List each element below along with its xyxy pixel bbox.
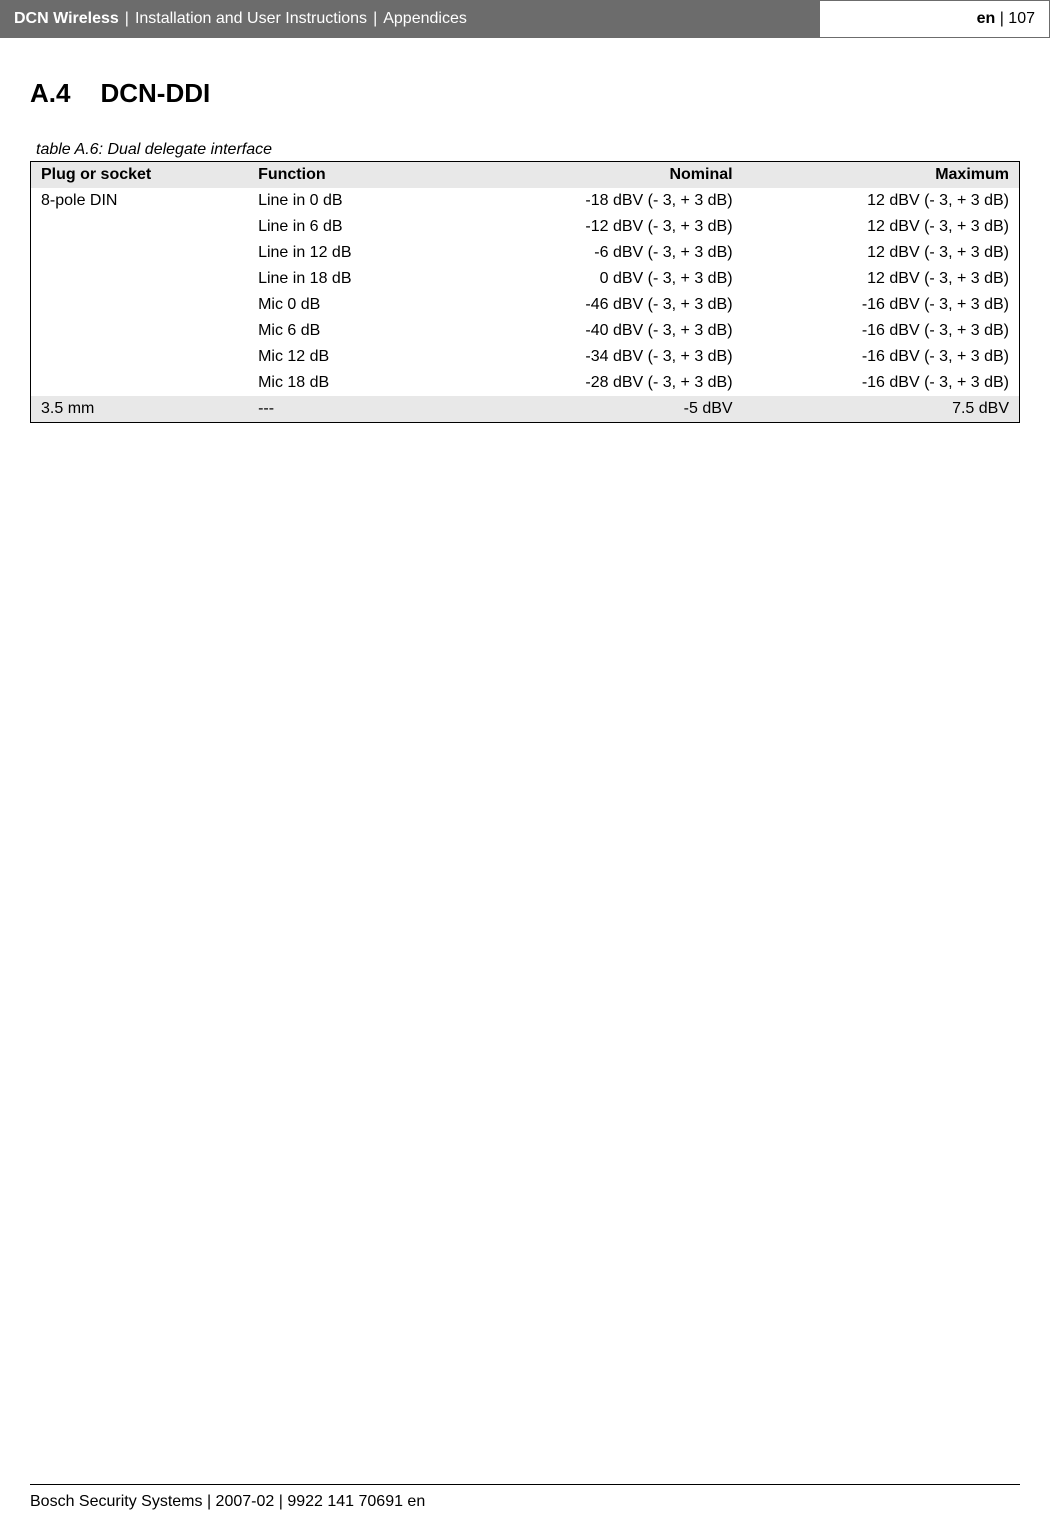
table-cell: -6 dBV (- 3, + 3 dB) [466, 240, 743, 266]
table-cell: --- [248, 396, 466, 423]
table-row: Mic 6 dB-40 dBV (- 3, + 3 dB)-16 dBV (- … [31, 318, 1020, 344]
table-row: Line in 12 dB-6 dBV (- 3, + 3 dB)12 dBV … [31, 240, 1020, 266]
table-cell: -18 dBV (- 3, + 3 dB) [466, 188, 743, 214]
table-cell: 12 dBV (- 3, + 3 dB) [743, 188, 1020, 214]
table-cell: Line in 0 dB [248, 188, 466, 214]
header-page-num: 107 [1008, 10, 1035, 28]
header-doc-title: Installation and User Instructions [135, 10, 367, 28]
table-cell [31, 370, 249, 396]
table-cell: -46 dBV (- 3, + 3 dB) [466, 292, 743, 318]
table-cell [31, 344, 249, 370]
table-cell: 12 dBV (- 3, + 3 dB) [743, 266, 1020, 292]
table-header-cell: Nominal [466, 162, 743, 189]
section-title: DCN-DDI [100, 78, 210, 108]
table-caption: table A.6: Dual delegate interface [36, 141, 1020, 159]
header-sep-2: | [373, 10, 377, 28]
table-cell: -28 dBV (- 3, + 3 dB) [466, 370, 743, 396]
table-header-cell: Function [248, 162, 466, 189]
table-cell: -16 dBV (- 3, + 3 dB) [743, 318, 1020, 344]
table-header-cell: Plug or socket [31, 162, 249, 189]
table-cell: Line in 6 dB [248, 214, 466, 240]
page-content: A.4 DCN-DDI table A.6: Dual delegate inte… [0, 38, 1050, 423]
table-cell [31, 266, 249, 292]
table-row: Line in 6 dB-12 dBV (- 3, + 3 dB)12 dBV … [31, 214, 1020, 240]
table-row: Line in 18 dB0 dBV (- 3, + 3 dB)12 dBV (… [31, 266, 1020, 292]
header-section: Appendices [383, 10, 467, 28]
table-cell: -12 dBV (- 3, + 3 dB) [466, 214, 743, 240]
table-cell: -40 dBV (- 3, + 3 dB) [466, 318, 743, 344]
table-cell: Mic 18 dB [248, 370, 466, 396]
table-cell: 3.5 mm [31, 396, 249, 423]
table-row: 3.5 mm----5 dBV7.5 dBV [31, 396, 1020, 423]
table-row: Mic 18 dB-28 dBV (- 3, + 3 dB)-16 dBV (-… [31, 370, 1020, 396]
table-cell: -34 dBV (- 3, + 3 dB) [466, 344, 743, 370]
table-cell [31, 318, 249, 344]
header-lang: en [977, 10, 996, 28]
header-right: en | 107 [820, 0, 1050, 38]
table-cell [31, 240, 249, 266]
page-header: DCN Wireless | Installation and User Ins… [0, 0, 1050, 38]
table-cell: Mic 6 dB [248, 318, 466, 344]
table-cell: Mic 12 dB [248, 344, 466, 370]
table-cell [31, 214, 249, 240]
table-header-cell: Maximum [743, 162, 1020, 189]
table-row: 8-pole DINLine in 0 dB-18 dBV (- 3, + 3 … [31, 188, 1020, 214]
header-product: DCN Wireless [14, 10, 119, 28]
header-sep-3: | [995, 10, 1008, 28]
table-cell: -5 dBV [466, 396, 743, 423]
table-cell: -16 dBV (- 3, + 3 dB) [743, 370, 1020, 396]
header-left: DCN Wireless | Installation and User Ins… [0, 0, 820, 38]
table-cell: 12 dBV (- 3, + 3 dB) [743, 214, 1020, 240]
page-footer: Bosch Security Systems | 2007-02 | 9922 … [30, 1484, 1020, 1511]
table-row: Mic 12 dB-34 dBV (- 3, + 3 dB)-16 dBV (-… [31, 344, 1020, 370]
table-cell: 7.5 dBV [743, 396, 1020, 423]
table-cell: 0 dBV (- 3, + 3 dB) [466, 266, 743, 292]
footer-text: Bosch Security Systems | 2007-02 | 9922 … [30, 1493, 425, 1510]
table-cell: -16 dBV (- 3, + 3 dB) [743, 292, 1020, 318]
table-cell: Line in 12 dB [248, 240, 466, 266]
section-heading: A.4 DCN-DDI [30, 78, 1020, 109]
table-cell: -16 dBV (- 3, + 3 dB) [743, 344, 1020, 370]
table-cell: Line in 18 dB [248, 266, 466, 292]
table-header-row: Plug or socket Function Nominal Maximum [31, 162, 1020, 189]
table-cell: 8-pole DIN [31, 188, 249, 214]
table-cell: 12 dBV (- 3, + 3 dB) [743, 240, 1020, 266]
table-cell [31, 292, 249, 318]
spec-table: Plug or socket Function Nominal Maximum … [30, 161, 1020, 423]
section-number: A.4 [30, 78, 70, 108]
table-row: Mic 0 dB-46 dBV (- 3, + 3 dB)-16 dBV (- … [31, 292, 1020, 318]
header-sep-1: | [125, 10, 129, 28]
table-cell: Mic 0 dB [248, 292, 466, 318]
